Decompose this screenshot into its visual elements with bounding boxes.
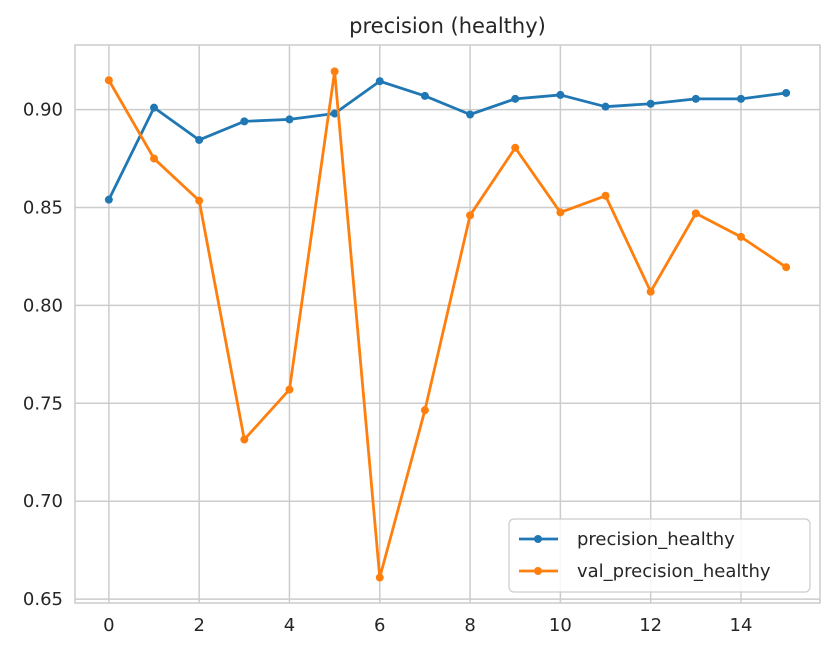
y-tick-label: 0.70 (23, 491, 63, 512)
data-point-precision_healthy (150, 103, 159, 112)
data-point-precision_healthy (556, 90, 565, 99)
data-point-precision_healthy (240, 117, 249, 126)
y-tick-label: 0.65 (23, 589, 63, 610)
data-point-val_precision_healthy (104, 76, 113, 85)
data-point-precision_healthy (646, 99, 655, 108)
data-point-precision_healthy (330, 109, 339, 118)
data-point-val_precision_healthy (195, 196, 204, 205)
series-layer (104, 67, 791, 582)
legend-swatch-marker (534, 567, 542, 575)
data-point-precision_healthy (420, 91, 429, 100)
legend-label: val_precision_healthy (577, 561, 771, 582)
chart-title: precision (healthy) (349, 14, 546, 38)
data-point-val_precision_healthy (511, 143, 520, 152)
series-line-precision_healthy (107, 79, 788, 202)
data-point-precision_healthy (466, 110, 475, 119)
data-point-val_precision_healthy (375, 573, 384, 582)
x-tick-label: 2 (193, 615, 204, 636)
x-tick-label: 0 (103, 615, 114, 636)
legend-label: precision_healthy (577, 529, 735, 550)
data-point-val_precision_healthy (240, 435, 249, 444)
plot-frame (74, 44, 821, 604)
grid-layer (75, 45, 820, 603)
y-tick-label: 0.85 (23, 198, 63, 219)
data-point-val_precision_healthy (466, 211, 475, 220)
x-tick-label: 6 (374, 615, 385, 636)
data-point-precision_healthy (104, 195, 113, 204)
x-tick-label: 8 (464, 615, 475, 636)
data-point-precision_healthy (511, 94, 520, 103)
y-tick-label: 0.75 (23, 393, 63, 414)
series-line-val_precision_healthy (107, 70, 788, 579)
data-point-val_precision_healthy (556, 208, 565, 217)
data-point-val_precision_healthy (782, 263, 791, 272)
data-point-precision_healthy (736, 94, 745, 103)
y-tick-label: 0.90 (23, 100, 63, 121)
legend-swatch-marker (534, 535, 542, 543)
x-tick-label: 14 (730, 615, 753, 636)
data-point-precision_healthy (691, 94, 700, 103)
x-tick-label: 12 (639, 615, 662, 636)
x-tick-label: 10 (549, 615, 572, 636)
data-point-val_precision_healthy (736, 232, 745, 241)
data-point-precision_healthy (195, 135, 204, 144)
data-point-precision_healthy (782, 88, 791, 97)
data-point-precision_healthy (285, 115, 294, 124)
data-point-val_precision_healthy (285, 385, 294, 394)
data-point-precision_healthy (375, 77, 384, 86)
data-point-val_precision_healthy (150, 154, 159, 163)
data-point-val_precision_healthy (330, 67, 339, 76)
x-tick-label: 4 (284, 615, 295, 636)
data-point-val_precision_healthy (691, 209, 700, 218)
data-point-val_precision_healthy (420, 406, 429, 415)
legend-box (508, 518, 811, 593)
data-point-val_precision_healthy (601, 191, 610, 200)
data-point-val_precision_healthy (646, 287, 655, 296)
legend: precision_healthy val_precision_healthy (508, 518, 811, 593)
axis-layer: 0 2 4 6 8 10 12 14 0.65 0.70 0.75 0.80 0.85 0.90 (23, 100, 753, 636)
data-point-precision_healthy (601, 102, 610, 111)
y-tick-label: 0.80 (23, 295, 63, 316)
